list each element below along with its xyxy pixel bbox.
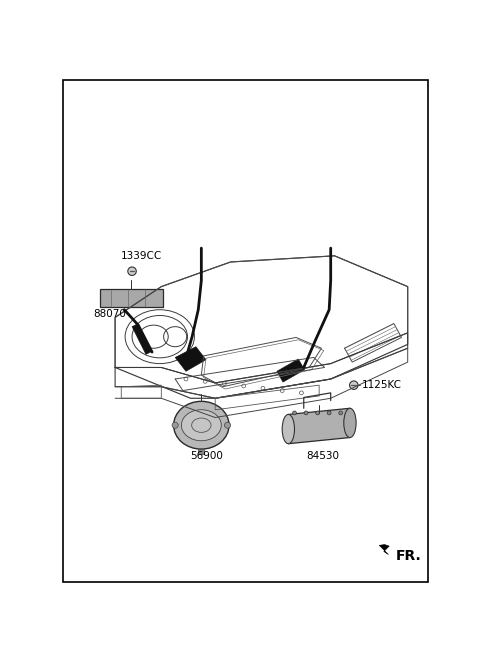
Polygon shape <box>175 346 206 371</box>
Ellipse shape <box>181 410 221 441</box>
Circle shape <box>327 411 331 415</box>
Circle shape <box>339 411 343 415</box>
Circle shape <box>349 381 358 390</box>
Circle shape <box>316 411 320 415</box>
Text: 1339CC: 1339CC <box>121 251 163 261</box>
Ellipse shape <box>344 408 356 438</box>
Polygon shape <box>198 449 204 454</box>
Polygon shape <box>379 544 389 554</box>
Polygon shape <box>132 323 152 354</box>
Circle shape <box>172 422 178 428</box>
Polygon shape <box>288 408 350 443</box>
Polygon shape <box>100 289 163 308</box>
Ellipse shape <box>282 415 295 443</box>
Text: 56900: 56900 <box>191 451 223 461</box>
Text: 88070: 88070 <box>94 308 126 319</box>
Circle shape <box>304 411 308 415</box>
Polygon shape <box>277 359 304 382</box>
Ellipse shape <box>174 401 229 449</box>
Circle shape <box>225 422 230 428</box>
Text: FR.: FR. <box>396 549 422 563</box>
Circle shape <box>293 411 297 415</box>
Text: 1125KC: 1125KC <box>361 380 401 390</box>
Circle shape <box>128 267 136 276</box>
Text: 84530: 84530 <box>306 451 339 461</box>
